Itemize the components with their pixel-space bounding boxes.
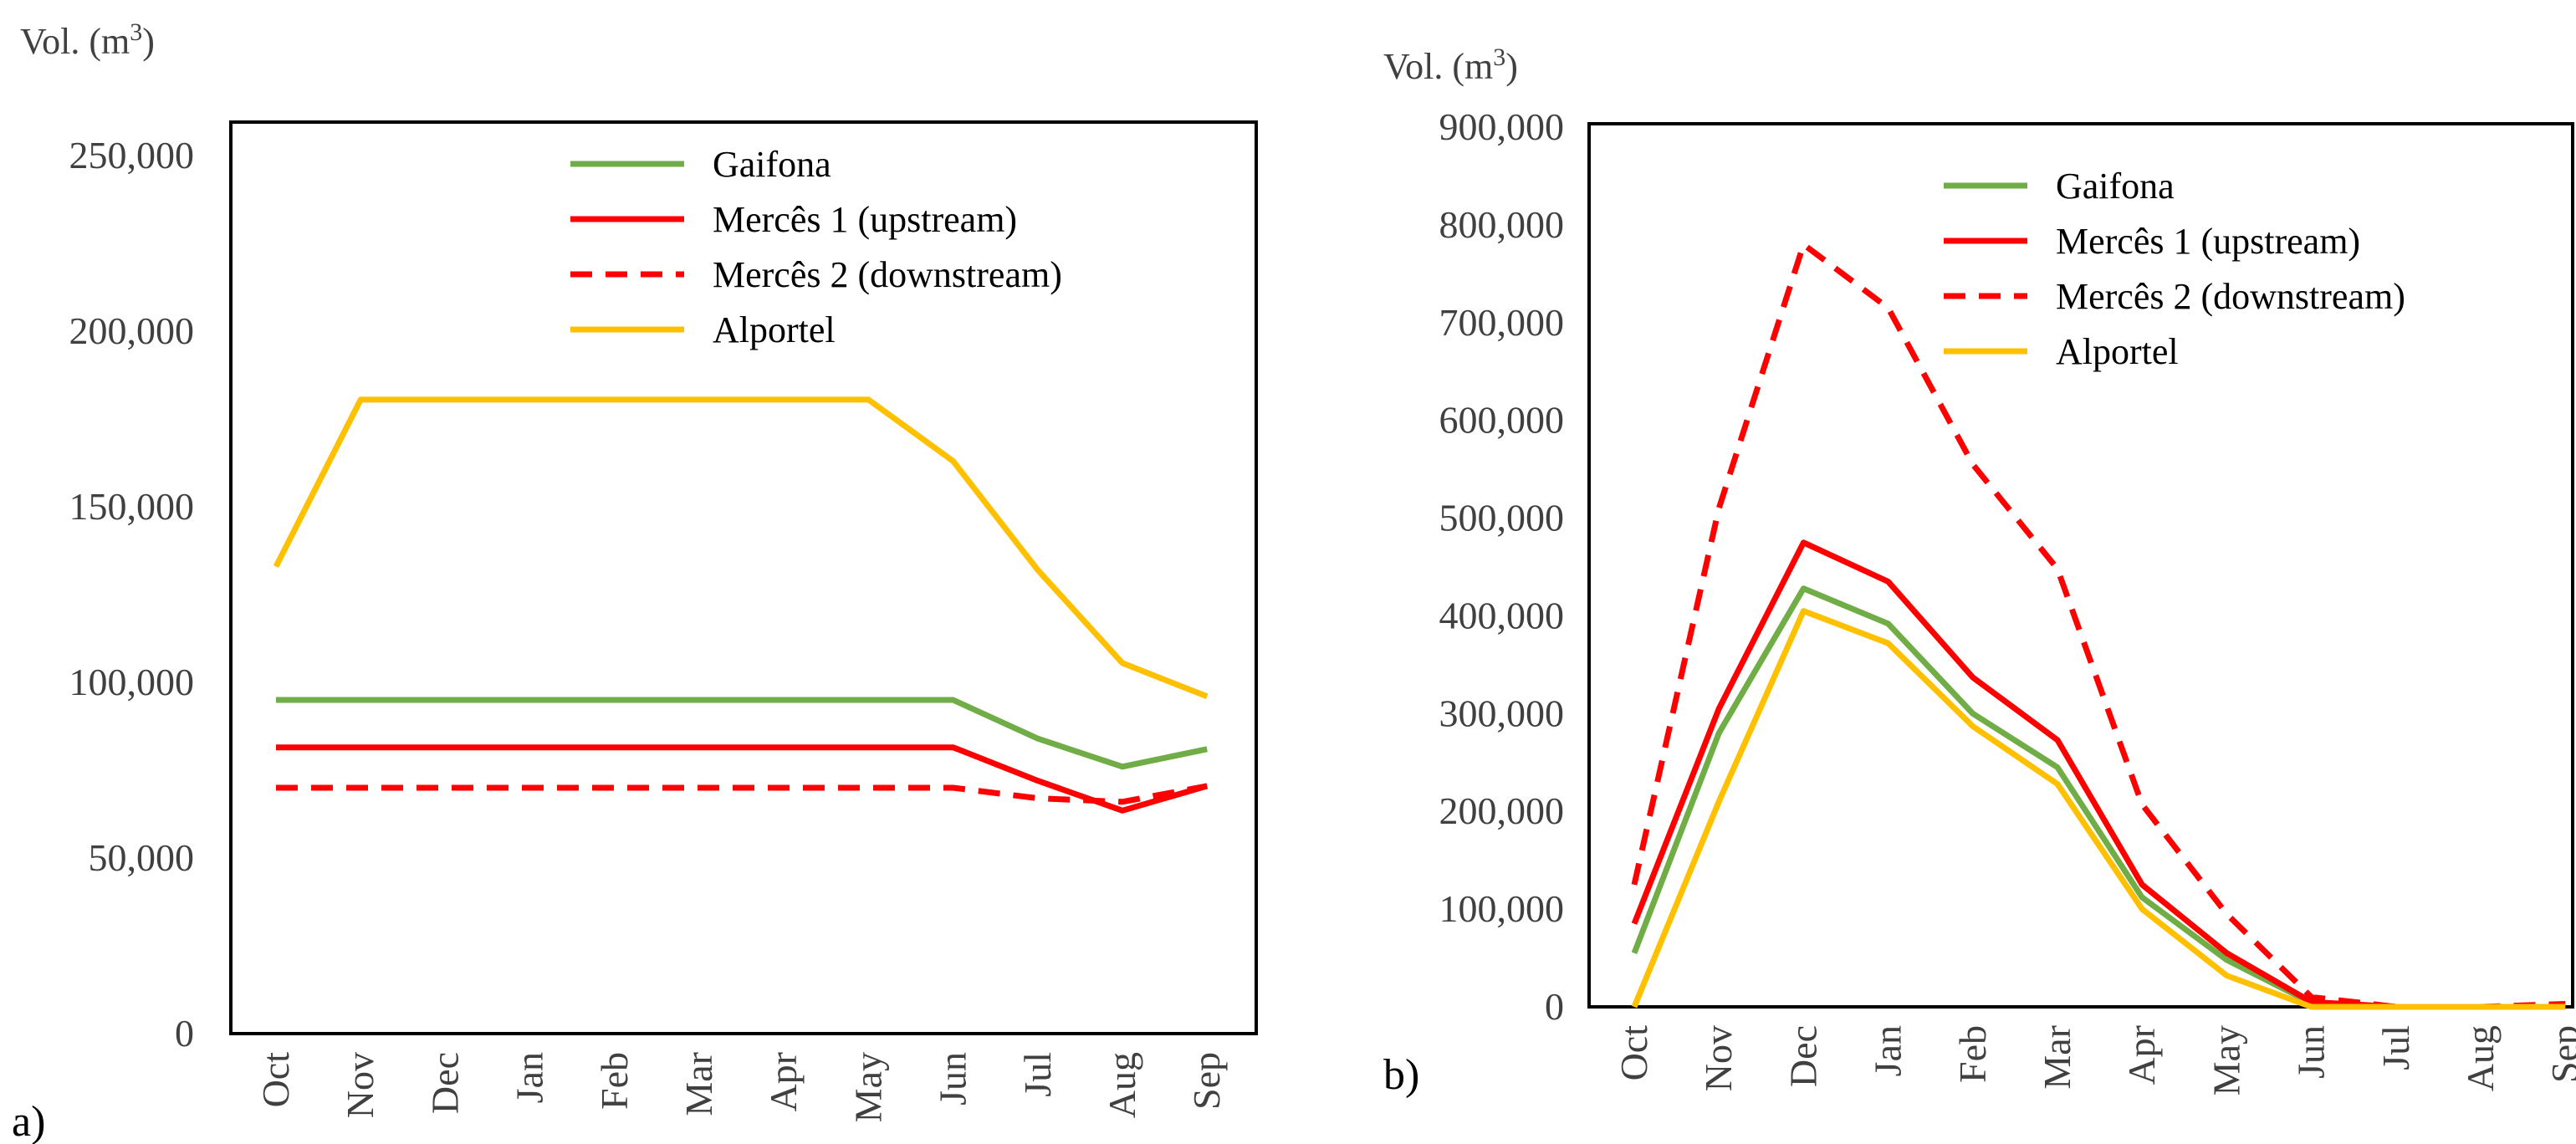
y-axis-label: Vol. (m3) <box>20 18 155 62</box>
panel-b-chart: Vol. (m3) 0 100,000 200,000 300,000 400,000 50… <box>1383 43 2576 1099</box>
x-tick-label: Mar <box>2036 1025 2078 1090</box>
legend-entry-label: Alportel <box>2056 331 2179 372</box>
x-tick-label: May <box>2205 1025 2247 1095</box>
x-tick-label: Apr <box>2120 1025 2163 1085</box>
series-line-merc-s-2-downstream <box>276 783 1208 805</box>
x-tick-label: Apr <box>762 1052 805 1112</box>
y-tick-label: 150,000 <box>69 485 195 528</box>
x-tick-label: Dec <box>1781 1025 1824 1087</box>
plot-area-frame <box>1587 122 2574 1009</box>
series-line-alportel <box>273 396 1209 700</box>
legend-entry-label: Alportel <box>713 309 836 350</box>
y-tick-label: 600,000 <box>1439 399 1565 442</box>
x-tick-label: Jan <box>1867 1025 1909 1076</box>
series-line-gaifona <box>1631 585 2566 1010</box>
x-tick-label: Aug <box>1101 1052 1143 1118</box>
x-tick-label: Sep <box>2543 1025 2576 1083</box>
legend-entry-label: Mercês 2 (downstream) <box>713 254 1062 295</box>
series-line-alportel <box>1631 608 2566 1010</box>
y-tick-label: 0 <box>175 1012 194 1055</box>
y-tick-label: 800,000 <box>1439 203 1565 246</box>
series-line-gaifona <box>276 697 1208 770</box>
x-tick-label: Jul <box>1016 1052 1059 1097</box>
legend: Gaifona Mercês 1 (upstream) Mercês 2 (down… <box>1944 166 2405 372</box>
y-tick-label: 100,000 <box>69 661 195 703</box>
x-tick-label: Jul <box>2374 1025 2417 1070</box>
y-tick-label: 400,000 <box>1439 594 1565 636</box>
legend-entry-label: Gaifona <box>713 144 831 185</box>
y-tick-label: 100,000 <box>1439 887 1565 930</box>
y-tick-label: 0 <box>1545 985 1564 1028</box>
y-tick-label: 200,000 <box>1439 789 1565 832</box>
y-tick-label: 500,000 <box>1439 497 1565 539</box>
x-tick-label: Mar <box>677 1052 720 1116</box>
y-tick-label: 200,000 <box>69 309 195 352</box>
x-tick-label: Oct <box>254 1052 297 1108</box>
series-line-merc-s-1-upstream <box>1631 539 2566 1010</box>
x-tick-label: Oct <box>1613 1025 1655 1081</box>
panel-a-chart: Vol. (m3) 0 50,000 100,000 150,000 200,000 250… <box>12 18 1258 1144</box>
x-tick-label: Jan <box>509 1052 551 1103</box>
x-tick-label: Nov <box>339 1052 381 1118</box>
y-tick-label: 250,000 <box>69 134 195 176</box>
panel-label: a) <box>12 1098 45 1144</box>
x-tick-label: Dec <box>423 1052 466 1114</box>
legend-entry-label: Mercês 1 (upstream) <box>2056 221 2360 262</box>
legend-entry-label: Gaifona <box>2056 166 2175 207</box>
y-tick-label: 700,000 <box>1439 301 1565 344</box>
legend: Gaifona Mercês 1 (upstream) Mercês 2 (down… <box>570 144 1062 350</box>
x-tick-label: Feb <box>593 1052 636 1110</box>
y-tick-label: 50,000 <box>89 836 195 879</box>
series-line-merc-s-1-upstream <box>276 744 1209 814</box>
x-tick-label: Sep <box>1185 1052 1228 1110</box>
legend-entry-label: Mercês 2 (downstream) <box>2056 276 2405 317</box>
x-tick-label: Nov <box>1697 1025 1740 1091</box>
legend-entry-label: Mercês 1 (upstream) <box>713 199 1017 240</box>
x-tick-label: Aug <box>2459 1025 2502 1091</box>
y-axis-label: Vol. (m3) <box>1383 43 1518 87</box>
y-tick-label: 300,000 <box>1439 692 1565 734</box>
x-tick-label: Jun <box>2290 1025 2333 1079</box>
x-tick-label: May <box>846 1052 889 1122</box>
panel-label: b) <box>1383 1051 1419 1099</box>
y-tick-label: 900,000 <box>1439 105 1565 148</box>
plot-area-frame <box>229 120 1258 1035</box>
x-tick-label: Jun <box>932 1052 974 1106</box>
x-tick-label: Feb <box>1951 1025 1994 1083</box>
